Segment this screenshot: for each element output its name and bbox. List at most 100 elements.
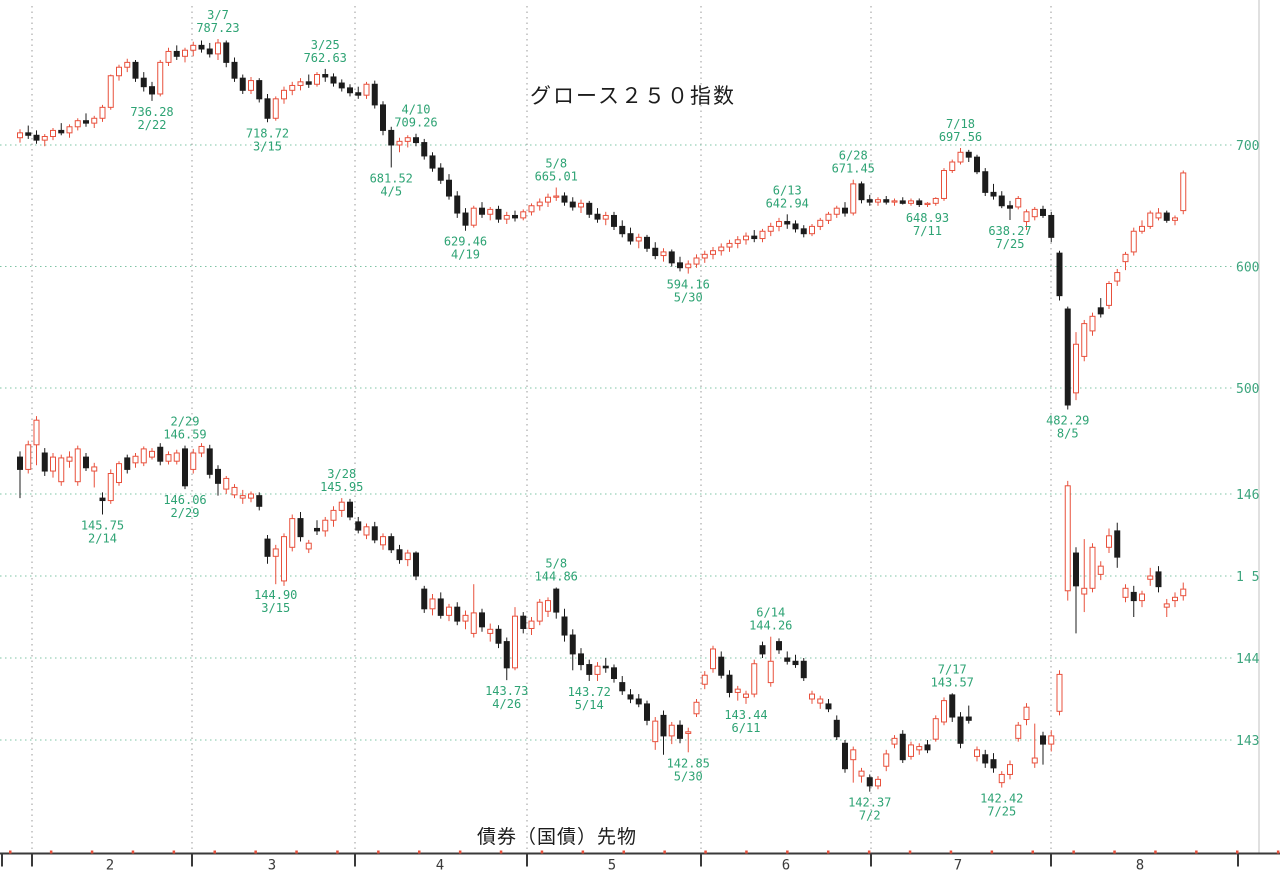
candle-up	[1089, 315, 1096, 332]
pivot-value-label: 482.29	[1046, 414, 1089, 428]
candle-down	[965, 151, 972, 158]
candle-down	[239, 77, 246, 91]
candle-down	[446, 179, 452, 197]
pivot-date-label: 5/30	[674, 291, 703, 305]
chart-footnote: 債券（国債）先物 上：金利低下 下：金利上昇	[477, 760, 737, 876]
candle-up	[1023, 211, 1030, 223]
candle-down	[858, 183, 865, 201]
candle-down	[883, 199, 890, 203]
y-axis-label: 600	[1236, 261, 1259, 276]
candle-down	[1040, 208, 1046, 216]
candle-down	[990, 191, 997, 197]
candle-up	[1130, 230, 1137, 253]
candle-up	[1064, 485, 1071, 592]
candle-up	[116, 463, 122, 484]
candle-up	[165, 50, 172, 63]
candle-up	[891, 737, 898, 745]
candle-down	[380, 104, 386, 131]
candle-down	[388, 129, 395, 146]
y-axis-label: 146	[1236, 488, 1259, 503]
candle-up	[116, 66, 122, 77]
candle-down	[578, 653, 584, 666]
candle-up	[932, 718, 939, 740]
candle-up	[429, 598, 436, 610]
pivot-date-label: 7/11	[913, 224, 942, 238]
candle-up	[949, 161, 956, 172]
candle-down	[231, 61, 238, 79]
pivot-date-label: 2/14	[88, 532, 117, 546]
candle-down	[842, 742, 848, 770]
pivot-value-label: 146.59	[163, 428, 206, 442]
candle-down	[1163, 212, 1170, 221]
candle-up	[396, 140, 403, 146]
candle-up	[58, 457, 65, 483]
candle-down	[1007, 205, 1013, 209]
candle-down	[215, 468, 221, 484]
candle-down	[206, 48, 213, 55]
candle-up	[710, 648, 716, 670]
candle-down	[619, 682, 626, 692]
candle-up	[858, 770, 865, 777]
pivot-date-label: 3/15	[253, 139, 282, 153]
candle-up	[1048, 735, 1055, 745]
week-tick	[254, 850, 257, 854]
candle-down	[842, 207, 848, 214]
y-axis-label: 1 5	[1236, 570, 1259, 585]
pivot-date-label: 7/17	[938, 662, 967, 676]
pivot-value-label: 144.86	[535, 569, 578, 583]
candle-up	[363, 83, 370, 96]
candle-up	[281, 89, 287, 100]
candle-down	[264, 538, 271, 557]
candle-up	[1089, 546, 1096, 589]
candle-up	[50, 456, 56, 472]
candle-down	[784, 221, 791, 225]
candle-up	[124, 61, 131, 68]
candle-up	[635, 236, 642, 242]
candle-up	[751, 663, 758, 695]
candle-up	[107, 473, 114, 502]
candle-down	[1130, 591, 1137, 602]
month-label: 7	[954, 858, 962, 874]
candle-up	[91, 117, 98, 124]
week-tick	[704, 850, 707, 854]
candle-down	[479, 207, 485, 215]
week-tick	[1236, 850, 1239, 854]
candle-down	[454, 606, 461, 622]
week-tick	[1154, 850, 1157, 854]
candle-up	[850, 749, 857, 761]
candle-down	[338, 82, 345, 89]
candle-up	[545, 196, 551, 203]
candle-down	[602, 665, 609, 669]
candle-up	[512, 615, 518, 669]
candle-up	[528, 205, 535, 213]
candle-down	[751, 235, 758, 240]
candle-down	[429, 155, 436, 169]
candle-up	[66, 126, 73, 134]
candle-up	[850, 183, 857, 214]
candle-up	[767, 660, 774, 684]
month-label: 3	[268, 858, 276, 874]
candle-down	[355, 521, 362, 531]
pivot-value-label: 718.72	[246, 126, 289, 140]
candle-down	[347, 501, 353, 518]
candle-up	[974, 749, 980, 757]
candle-up	[726, 242, 733, 248]
candle-up	[545, 600, 551, 612]
y-axis-label: 143	[1236, 734, 1259, 749]
candle-up	[520, 211, 527, 219]
week-tick	[827, 850, 830, 854]
pivot-value-label: 594.16	[667, 278, 710, 292]
candle-up	[809, 693, 815, 700]
week-tick	[1031, 850, 1034, 854]
candle-up	[272, 548, 279, 557]
candle-down	[322, 74, 329, 78]
candle-up	[833, 207, 840, 215]
pivot-date-label: 3/7	[207, 8, 229, 22]
y-axis-label: 500	[1236, 382, 1259, 397]
candle-up	[660, 251, 667, 257]
candle-up	[503, 214, 510, 220]
month-label: 5	[608, 858, 616, 874]
candle-down	[256, 495, 263, 507]
candle-up	[66, 456, 73, 462]
candle-up	[165, 454, 172, 462]
